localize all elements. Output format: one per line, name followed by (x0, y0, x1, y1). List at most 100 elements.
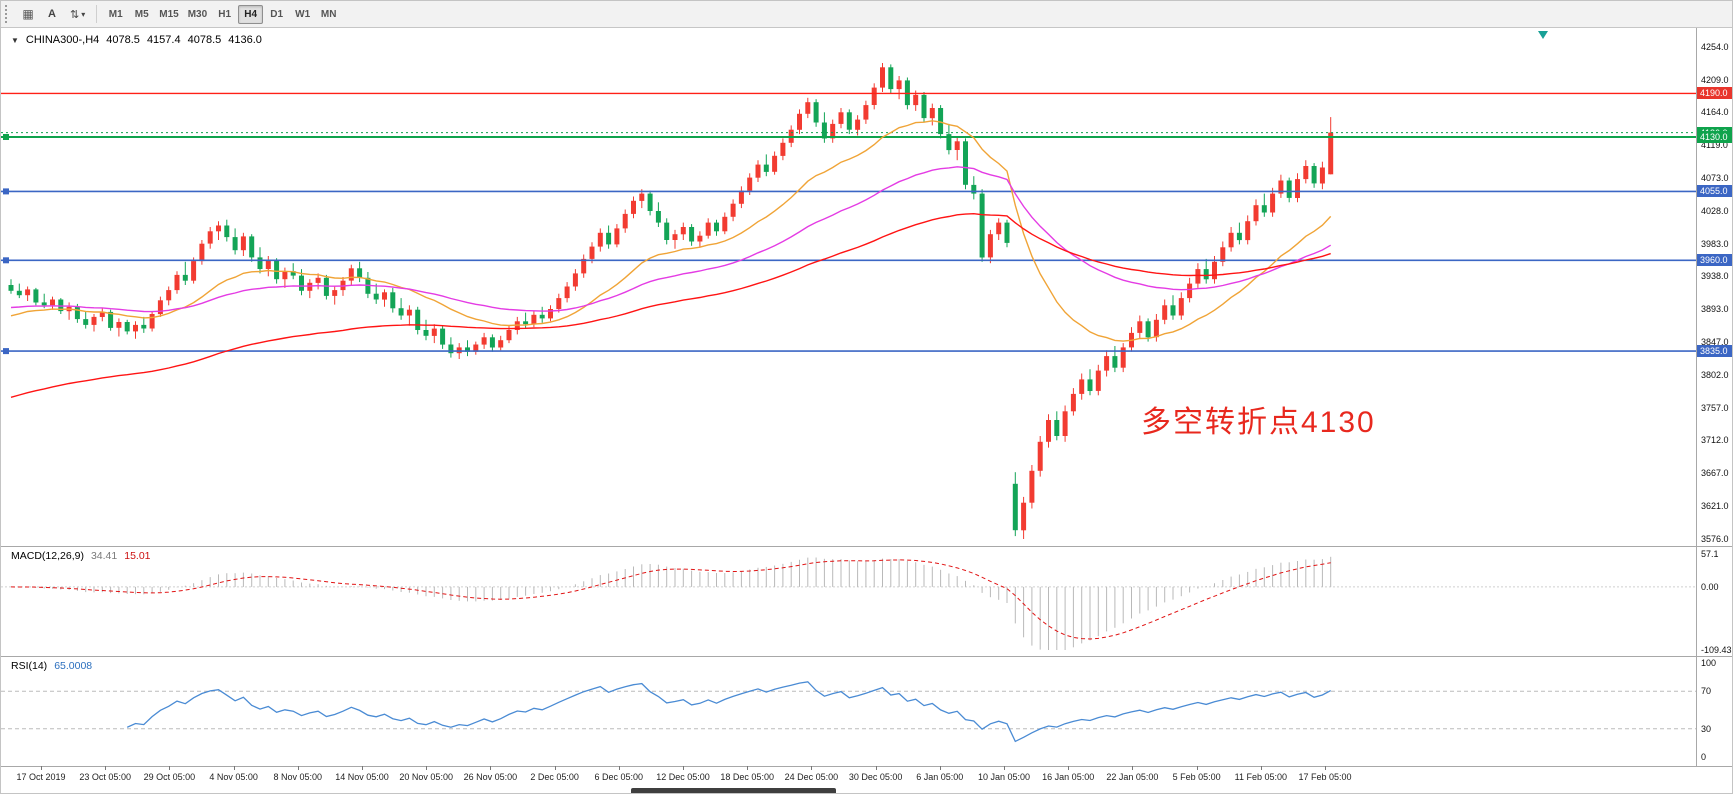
candle (1079, 373, 1085, 400)
candle (99, 308, 105, 322)
line-anchor-handle[interactable] (3, 348, 9, 355)
candle (373, 283, 379, 304)
candle (1037, 436, 1043, 477)
price-axis-tick: 3802.0 (1701, 370, 1729, 380)
rsi-header: RSI(14) 65.0008 (11, 660, 92, 672)
timeframe-button-m30[interactable]: M30 (184, 5, 211, 24)
rsi-value: 65.0008 (54, 660, 93, 672)
candle (423, 319, 429, 341)
bottom-scrollbar-thumb[interactable] (631, 788, 836, 793)
low-value: 4078.5 (187, 34, 222, 46)
candle (921, 92, 927, 123)
candle (979, 189, 985, 262)
candle (705, 218, 711, 239)
line-anchor-handle[interactable] (3, 134, 9, 140)
macd-histogram (18, 556, 1332, 650)
price-axis-tick: 4254.0 (1701, 42, 1729, 52)
candle (83, 311, 89, 329)
timeframe-button-h1[interactable]: H1 (212, 5, 237, 24)
candle (614, 224, 620, 248)
candle (191, 257, 197, 284)
price-axis-tick: 4028.0 (1701, 206, 1729, 216)
candle (307, 279, 313, 299)
chart-type-button[interactable]: ▦ (17, 4, 39, 25)
line-anchor-handle[interactable] (3, 188, 9, 195)
price-line-label: 3835.0 (1697, 345, 1732, 358)
timeframe-button-h4[interactable]: H4 (238, 4, 264, 24)
timeframe-button-m1[interactable]: M1 (103, 5, 128, 24)
ma-slow-line (10, 212, 1331, 398)
toolbar-grip[interactable] (5, 5, 11, 23)
candle (33, 287, 39, 306)
time-axis-tick (1325, 766, 1326, 770)
price-axis-tick: 3757.0 (1701, 402, 1729, 413)
chart-menu-arrow-icon: ▼ (11, 35, 19, 45)
letter-a-icon: A (48, 8, 56, 20)
time-axis-label: 6 Jan 05:00 (916, 772, 964, 782)
price-axis-tick: 4119.0 (1701, 140, 1728, 150)
candle (647, 190, 653, 216)
candle (946, 123, 952, 155)
candle (846, 109, 852, 135)
candle (141, 316, 147, 333)
scale-dropdown-button[interactable]: ⇅ ▾ (65, 4, 90, 25)
candle (1004, 219, 1010, 248)
timeframe-button-m5[interactable]: M5 (129, 5, 154, 24)
rsi-axis-label: 70 (1701, 686, 1712, 697)
chart-shift-marker[interactable] (1538, 31, 1548, 39)
time-axis-label: 17 Feb 05:00 (1298, 772, 1352, 782)
rsi-axis-label: 0 (1701, 752, 1707, 762)
candle (564, 282, 570, 303)
candle (730, 199, 736, 222)
candle (1261, 193, 1267, 217)
price-line-label: 4055.0 (1697, 185, 1732, 198)
time-axis-tick (811, 766, 813, 770)
candle (8, 279, 14, 294)
time-axis-tick (490, 766, 492, 770)
candle (149, 311, 155, 332)
candle (929, 103, 935, 126)
timeframe-button-w1[interactable]: W1 (290, 5, 315, 24)
timeframe-button-d1[interactable]: D1 (264, 5, 289, 24)
time-axis-tick (1004, 766, 1005, 770)
time-axis-label: 29 Oct 05:00 (143, 772, 196, 782)
time-axis-label: 4 Nov 05:00 (209, 772, 258, 782)
candle (639, 189, 645, 209)
candle (1203, 258, 1209, 284)
time-axis-tick (1068, 766, 1070, 770)
macd-signal-line (10, 559, 1331, 640)
price-axis-tick: 3712.0 (1701, 435, 1729, 446)
rsi-label: RSI(14) (11, 660, 48, 672)
candle (489, 334, 495, 352)
macd-axis-label: 57.1 (1701, 549, 1719, 559)
annotation-tool-button[interactable]: A (41, 4, 63, 25)
time-axis-label: 30 Dec 05:00 (848, 772, 903, 782)
macd-axis-label: 0.00 (1701, 581, 1719, 592)
candle (1095, 364, 1101, 396)
high-value: 4157.4 (146, 34, 181, 46)
candle (182, 261, 188, 285)
candle (738, 186, 744, 209)
macd-panel-separator[interactable] (1, 546, 1732, 547)
timeframe-button-m15[interactable]: M15 (155, 5, 182, 24)
chart-annotation-text[interactable]: 多空转折点4130 (1141, 406, 1376, 439)
candle (1295, 173, 1300, 203)
candle (1245, 215, 1251, 245)
time-axis-tick (41, 766, 42, 770)
candle (448, 337, 454, 358)
time-axis-tick (1260, 766, 1262, 770)
rsi-panel-separator[interactable] (1, 656, 1732, 657)
time-axis-tick (362, 766, 363, 770)
caret-down-icon: ▾ (81, 9, 86, 19)
line-anchor-handle[interactable] (3, 257, 9, 264)
timeframe-button-mn[interactable]: MN (316, 5, 341, 24)
candle (390, 287, 396, 313)
price-line-label: 3960.0 (1697, 254, 1732, 267)
candle (863, 100, 869, 124)
grid-icon: ▦ (22, 7, 34, 21)
macd-label: MACD(12,26,9) (11, 550, 84, 562)
candle (1012, 472, 1018, 537)
price-axis-tick: 3667.0 (1701, 468, 1729, 478)
